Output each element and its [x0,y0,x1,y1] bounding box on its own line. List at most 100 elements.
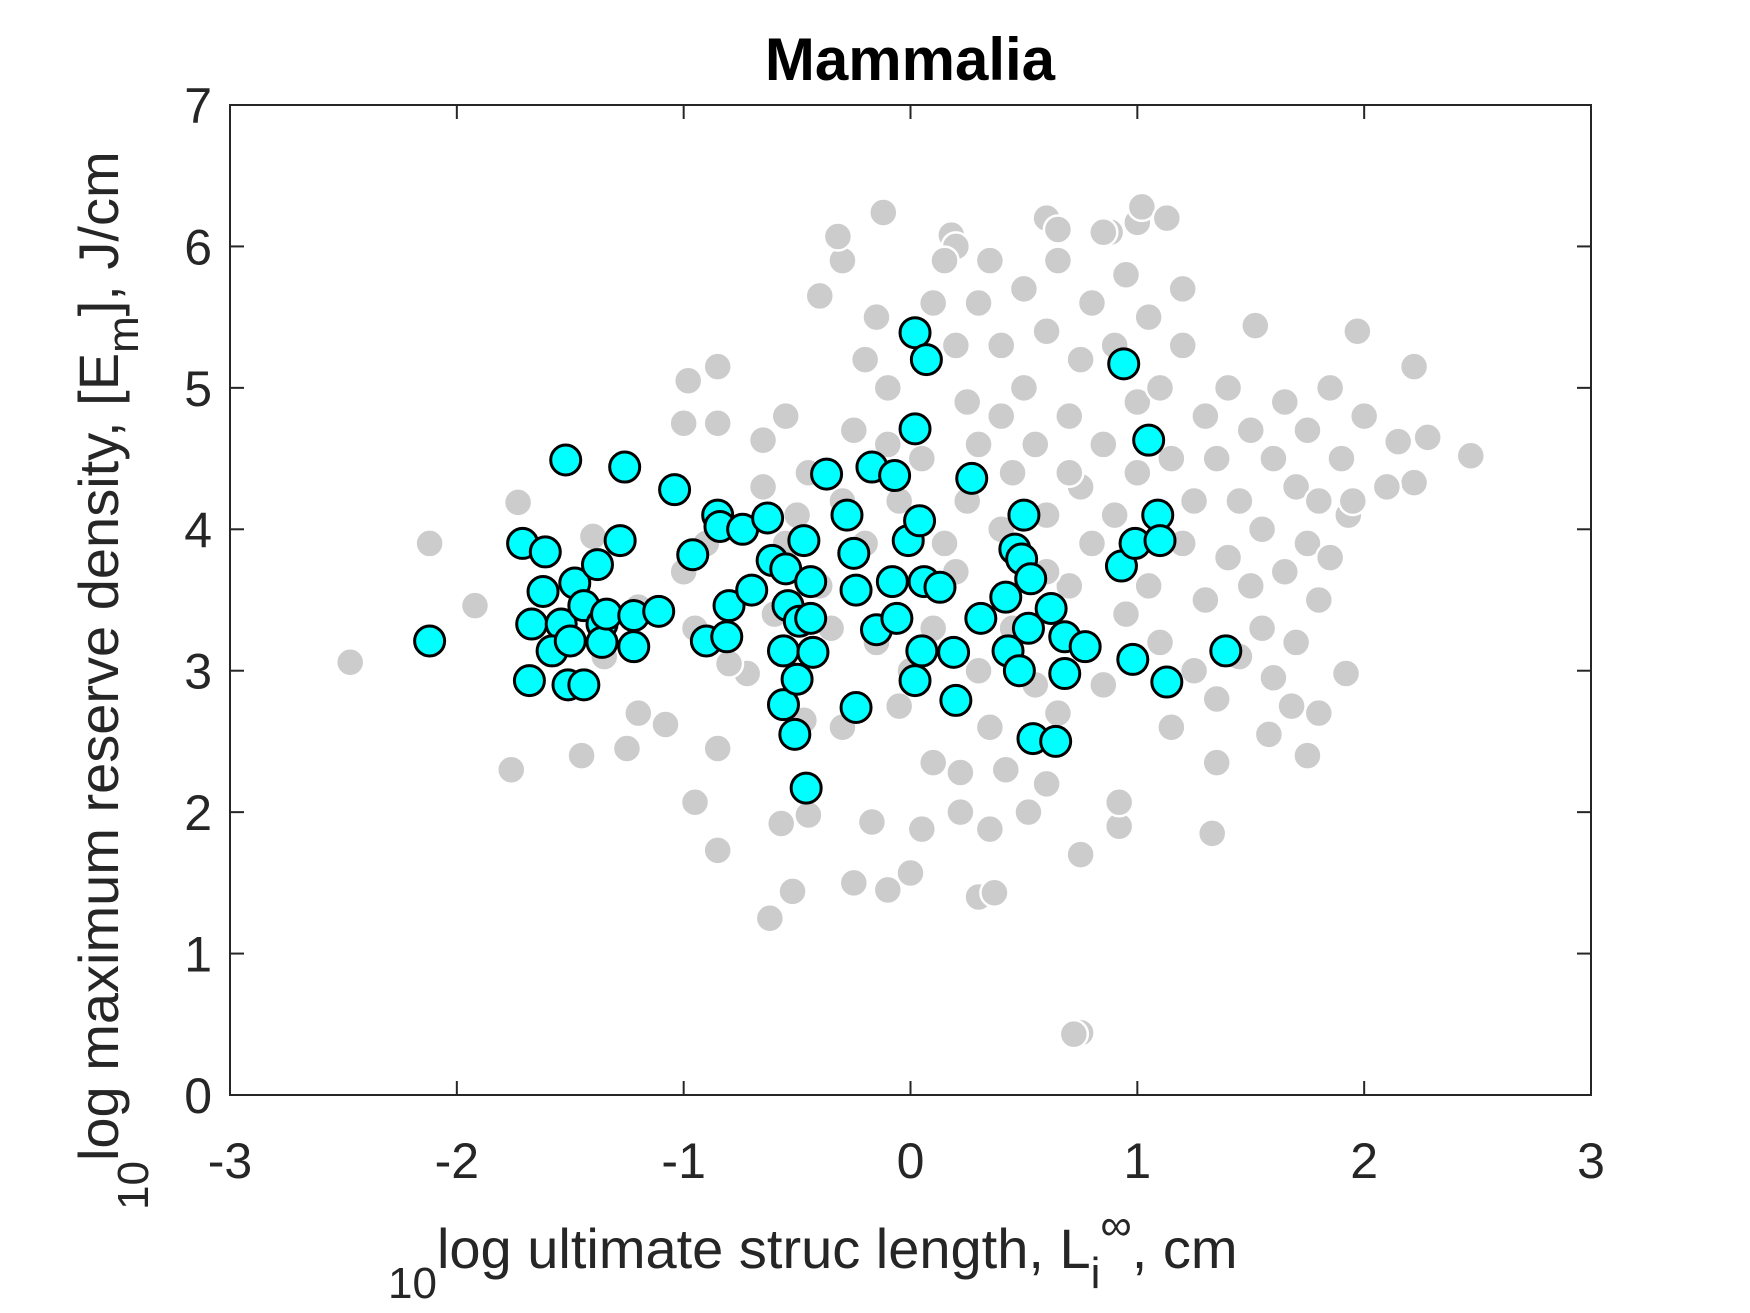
background-point [1201,747,1232,778]
background-point [1178,655,1210,686]
background-point [414,528,445,559]
background-point [1110,598,1142,630]
background-point [895,857,926,889]
background-point [906,443,938,474]
y-tick-label: 3 [184,644,212,700]
background-point [679,786,711,818]
background-point [1042,697,1074,729]
highlight-point [1039,724,1073,758]
highlight-point [710,620,744,654]
x-label-prefix: 10 [388,1259,437,1308]
highlight-point [526,575,560,609]
x-tick-label: 0 [897,1133,925,1189]
highlight-point [794,601,828,635]
background-point [1178,485,1210,517]
background-point [963,655,994,686]
background-point [702,351,733,382]
highlight-point [413,624,447,658]
background-point [1133,301,1164,333]
background-point [1292,528,1323,559]
highlight-point [751,501,785,535]
background-point [1371,471,1403,503]
background-point [1122,457,1153,488]
background-point [770,400,801,432]
y-tick-label: 1 [184,927,212,983]
highlight-point [937,635,971,669]
background-point [917,747,949,778]
background-point [1190,400,1221,432]
background-point [838,867,870,899]
background-point [1103,786,1135,818]
background-point [1246,613,1278,644]
background-point [1076,287,1108,319]
background-point [906,813,938,845]
highlight-point [590,597,624,631]
chart-title: Mammalia [765,26,1056,93]
highlight-point [553,624,587,658]
highlight-point [712,589,746,623]
highlight-point [839,690,873,724]
highlight-point [955,461,989,495]
background-point [1042,214,1074,245]
series-group [413,316,1243,805]
highlight-point [766,634,800,668]
x-tick-label: 3 [1577,1133,1605,1189]
highlight-point [787,524,821,558]
background-point [963,429,994,460]
highlight-point [1150,665,1184,699]
background-point [917,287,949,319]
y-tick-label: 4 [184,502,212,558]
y-label-suffix: ], J/cm [67,151,130,316]
background-point [1099,499,1130,531]
background-point [974,245,1006,276]
highlight-point [603,524,637,558]
background-point [1224,485,1255,517]
background-point [1348,400,1380,432]
background-point [1258,662,1289,694]
y-label-text: log maximum reserve density, [E [67,353,130,1161]
background-point [1167,273,1198,305]
background-point [1235,570,1266,602]
background-point [868,197,899,228]
background-point [1133,570,1164,602]
background-point [1326,443,1357,474]
y-tick-label: 7 [184,78,212,134]
highlight-point [909,343,943,377]
highlight-point [780,662,814,696]
highlight-point [1011,611,1045,645]
background-point [1122,386,1153,418]
background-point [1031,768,1062,800]
x-label-suffix: , cm [1132,1217,1238,1280]
background-point [1144,627,1176,658]
background-point [1031,316,1062,347]
highlight-point [676,538,710,572]
highlight-point [810,457,844,491]
background-point [872,874,904,906]
background-point [945,796,976,828]
background-point [1076,528,1108,559]
background-point [1314,542,1346,573]
background-point [566,740,597,771]
background-point [1126,191,1158,223]
background-point [1303,584,1335,616]
x-tick-label: 1 [1123,1133,1151,1189]
background-point [1212,372,1244,404]
x-tick-label: -1 [661,1133,705,1189]
x-axis-label: 10log ultimate struc length, Li∞, cm [388,1201,1238,1308]
background-point [1303,697,1335,729]
highlight-point [778,717,812,751]
background-point [985,330,1017,361]
background-point [1008,372,1040,404]
background-point [1240,310,1271,341]
background-point [872,372,904,404]
background-point [668,407,699,439]
background-point [1382,426,1414,457]
background-point [650,709,681,740]
background-point [1088,429,1119,460]
highlight-point [549,443,583,477]
background-point [822,221,854,252]
background-point [1058,1018,1090,1050]
background-point [1337,485,1369,517]
background-point [1156,712,1187,743]
